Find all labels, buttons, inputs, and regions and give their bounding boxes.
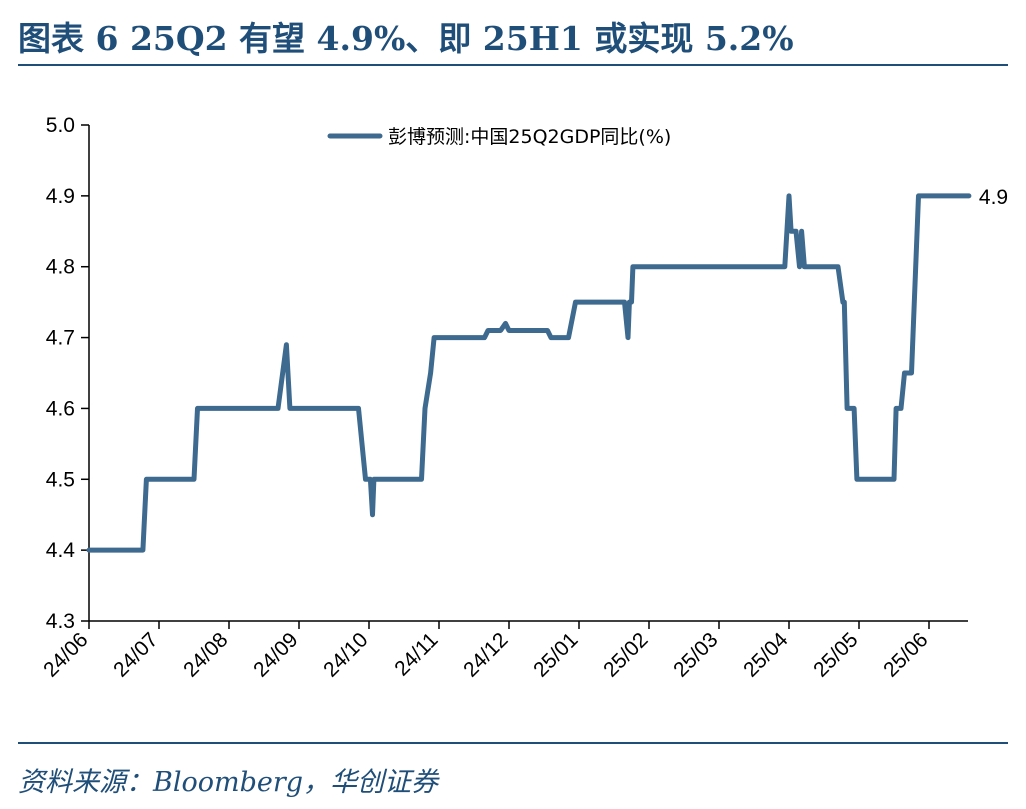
x-tick-label: 25/04 [739,628,793,682]
x-tick-label: 25/03 [669,628,722,681]
x-tick-label: 24/11 [390,628,442,680]
x-tick-label: 25/01 [529,628,582,681]
legend-label: 彭博预测:中国25Q2GDP同比(%) [388,126,671,148]
series-end-label: 4.9 [979,186,1008,209]
y-tick-label: 4.6 [46,397,75,420]
x-tick-label: 24/08 [179,628,232,681]
x-tick-label: 24/09 [249,628,302,681]
x-tick-label: 24/10 [319,628,372,681]
y-axis-ticks: 5.0 4.9 4.8 4.7 4.6 4.5 4.4 4.3 [46,114,89,633]
series-line [86,193,972,553]
y-tick-label: 4.4 [46,539,76,562]
y-tick-label: 4.5 [46,468,75,491]
source-note: 资料来源：Bloomberg，华创证券 [18,767,439,798]
x-tick-label: 25/06 [879,628,932,681]
x-tick-label: 25/02 [599,628,652,681]
figure-title: 图表 6 25Q2 有望 4.9%、即 25H1 或实现 5.2% [18,19,794,58]
x-tick-label: 24/06 [39,628,92,681]
legend: 彭博预测:中国25Q2GDP同比(%) [327,126,671,148]
line-chart: 5.0 4.9 4.8 4.7 4.6 4.5 4.4 4.3 24/06 24/07 24/08… [39,114,1008,682]
x-tick-label: 25/05 [809,628,862,681]
y-tick-label: 5.0 [46,114,75,137]
y-tick-label: 4.7 [46,327,75,350]
y-tick-label: 4.9 [46,185,75,208]
top-rule [18,64,1008,66]
series-group: 4.9 [86,186,1008,553]
x-axis-ticks: 24/06 24/07 24/08 24/09 24/10 24/11 24/12 25/01… [39,621,933,682]
y-tick-label: 4.3 [46,610,75,633]
y-tick-label: 4.8 [46,256,75,279]
bottom-rule [18,742,1008,744]
x-tick-label: 24/07 [109,628,162,681]
x-tick-label: 24/12 [459,628,512,681]
